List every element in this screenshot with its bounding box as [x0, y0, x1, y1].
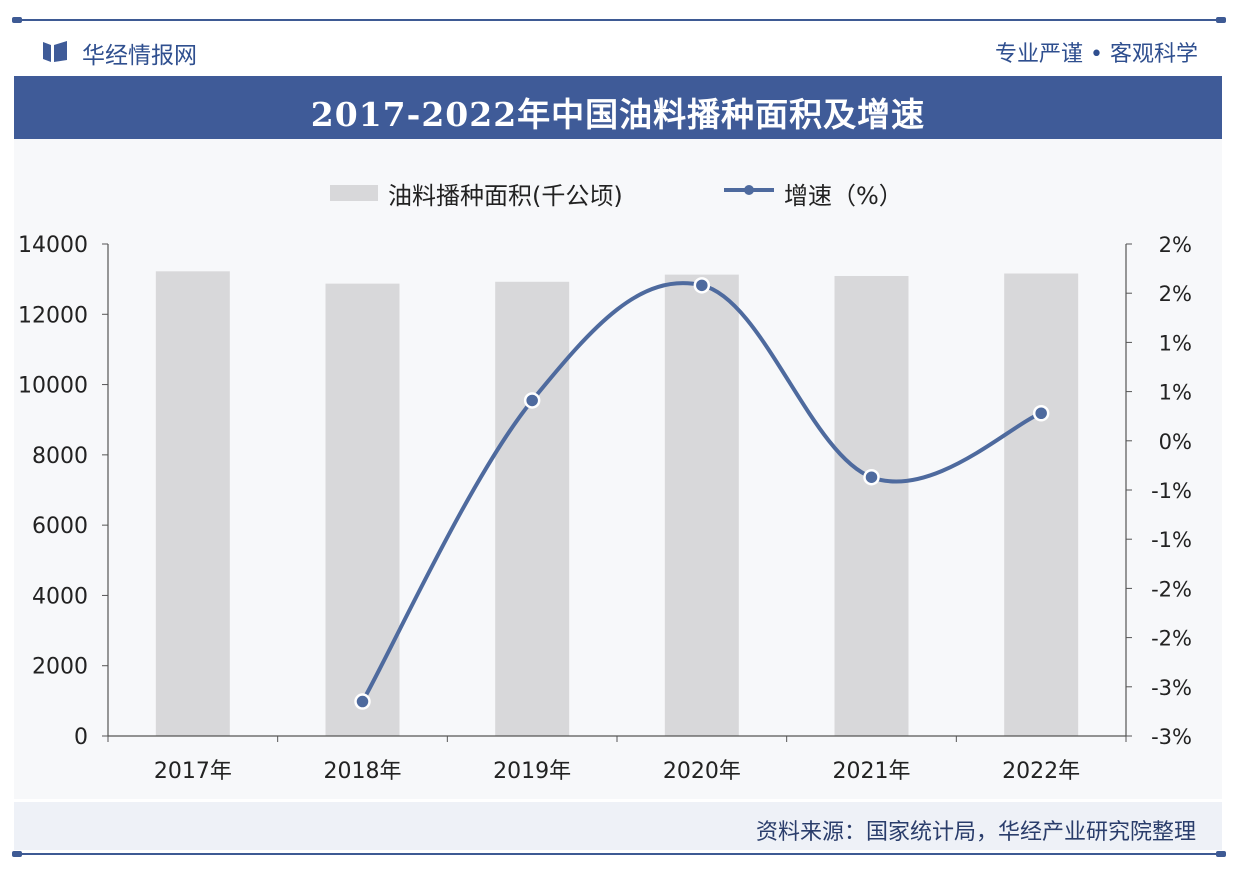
bottom-rule [12, 851, 1226, 857]
right-tick-label-5: -1% [1151, 479, 1192, 503]
bar-4 [834, 275, 909, 736]
legend-swatch-line [724, 185, 774, 195]
right-tick-label-9: 2% [1159, 282, 1192, 306]
left-tick-label-0: 0 [74, 725, 88, 750]
growth-point-5 [1032, 404, 1050, 422]
right-tick-label-0: -3% [1151, 725, 1192, 749]
x-tick-label-4: 2021年 [833, 759, 911, 784]
left-tick-label-1: 2000 [32, 655, 88, 680]
source-note: 资料来源：国家统计局，华经产业研究院整理 [755, 820, 1196, 845]
x-tick-label-0: 2017年 [154, 759, 232, 784]
legend-label-line: 增速（%） [784, 182, 903, 210]
header: 华经情报网 专业严谨 • 客观科学 [14, 28, 1224, 74]
top-rule [12, 17, 1226, 23]
x-tick-label-3: 2020年 [663, 759, 741, 784]
rule-dot-right [1216, 851, 1226, 857]
right-tick-label-7: 1% [1159, 381, 1192, 405]
left-tick-label-4: 8000 [32, 444, 88, 469]
right-tick-label-3: -2% [1151, 577, 1192, 601]
footer-bar: 资料来源：国家统计局，华经产业研究院整理 [14, 802, 1222, 850]
x-tick-label-1: 2018年 [324, 759, 402, 784]
legend-swatch-bar [330, 185, 378, 201]
left-tick-label-5: 10000 [18, 374, 88, 399]
x-tick-label-5: 2022年 [1002, 759, 1080, 784]
left-tick-label-3: 6000 [32, 514, 88, 539]
growth-point-2 [523, 392, 541, 409]
bar-3 [664, 274, 739, 736]
left-tick-label-7: 14000 [18, 233, 88, 258]
growth-point-4 [863, 468, 880, 486]
left-tick-label-6: 12000 [18, 303, 88, 328]
growth-point-3 [693, 277, 711, 294]
title-bar: 2017-2022年中国油料播种面积及增速 [14, 76, 1222, 139]
right-tick-label-6: 0% [1159, 430, 1192, 454]
left-tick-label-2: 4000 [32, 584, 88, 609]
motto: 专业严谨 • 客观科学 [995, 42, 1198, 67]
right-tick-label-2: -2% [1151, 627, 1192, 651]
bar-2 [495, 281, 570, 736]
bar-5 [1004, 273, 1079, 736]
right-tick-label-10: 2% [1159, 233, 1192, 257]
growth-point-1 [354, 693, 371, 710]
bar-0 [155, 271, 230, 736]
bar-1 [325, 283, 400, 736]
rule-dot-left [12, 17, 22, 23]
legend-label-bar: 油料播种面积(千公顷) [388, 182, 623, 210]
rule-dot-right [1216, 17, 1226, 23]
right-tick-label-4: -1% [1151, 528, 1192, 552]
rule-dot-left [12, 851, 22, 857]
right-tick-label-1: -3% [1151, 676, 1192, 700]
logo-icon [43, 41, 67, 62]
right-tick-label-8: 1% [1159, 331, 1192, 355]
brand-name: 华经情报网 [82, 43, 197, 69]
x-tick-label-2: 2019年 [493, 759, 571, 784]
chart-title: 2017-2022年中国油料播种面积及增速 [310, 95, 926, 134]
